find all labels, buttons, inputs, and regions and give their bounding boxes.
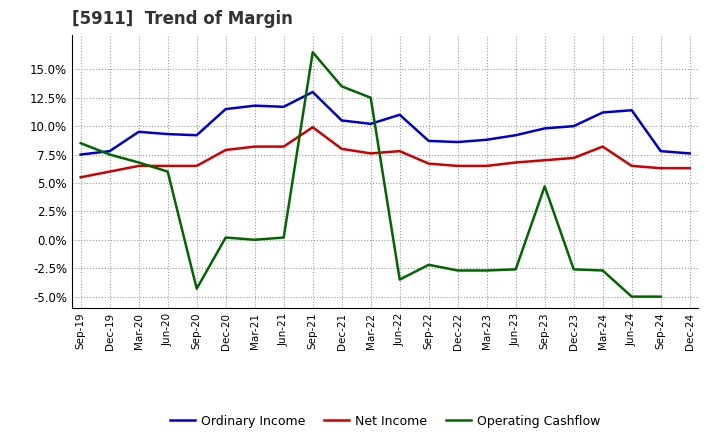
- Net Income: [598, 144, 607, 149]
- Ordinary Income: [135, 129, 143, 135]
- Ordinary Income: [454, 139, 462, 145]
- Operating Cashflow: [627, 294, 636, 299]
- Line: Ordinary Income: Ordinary Income: [81, 92, 690, 154]
- Operating Cashflow: [163, 169, 172, 174]
- Operating Cashflow: [511, 267, 520, 272]
- Operating Cashflow: [598, 268, 607, 273]
- Net Income: [685, 165, 694, 171]
- Net Income: [482, 163, 491, 169]
- Operating Cashflow: [482, 268, 491, 273]
- Ordinary Income: [511, 132, 520, 138]
- Ordinary Income: [251, 103, 259, 108]
- Operating Cashflow: [279, 235, 288, 240]
- Operating Cashflow: [308, 50, 317, 55]
- Operating Cashflow: [105, 152, 114, 157]
- Operating Cashflow: [454, 268, 462, 273]
- Net Income: [338, 146, 346, 151]
- Ordinary Income: [163, 132, 172, 137]
- Ordinary Income: [541, 126, 549, 131]
- Text: [5911]  Trend of Margin: [5911] Trend of Margin: [72, 10, 293, 28]
- Operating Cashflow: [251, 237, 259, 242]
- Net Income: [221, 147, 230, 153]
- Net Income: [366, 151, 375, 156]
- Operating Cashflow: [424, 262, 433, 268]
- Net Income: [395, 149, 404, 154]
- Operating Cashflow: [338, 84, 346, 89]
- Ordinary Income: [570, 124, 578, 129]
- Ordinary Income: [395, 112, 404, 117]
- Net Income: [192, 163, 201, 169]
- Net Income: [163, 163, 172, 169]
- Ordinary Income: [279, 104, 288, 110]
- Operating Cashflow: [76, 140, 85, 146]
- Operating Cashflow: [395, 277, 404, 282]
- Line: Net Income: Net Income: [81, 127, 690, 177]
- Operating Cashflow: [541, 184, 549, 189]
- Line: Operating Cashflow: Operating Cashflow: [81, 52, 661, 297]
- Ordinary Income: [76, 152, 85, 157]
- Operating Cashflow: [135, 160, 143, 165]
- Operating Cashflow: [657, 294, 665, 299]
- Ordinary Income: [192, 132, 201, 138]
- Operating Cashflow: [221, 235, 230, 240]
- Ordinary Income: [424, 138, 433, 143]
- Net Income: [308, 125, 317, 130]
- Net Income: [424, 161, 433, 166]
- Ordinary Income: [338, 118, 346, 123]
- Ordinary Income: [598, 110, 607, 115]
- Legend: Ordinary Income, Net Income, Operating Cashflow: Ordinary Income, Net Income, Operating C…: [165, 410, 606, 433]
- Net Income: [251, 144, 259, 149]
- Ordinary Income: [482, 137, 491, 143]
- Net Income: [570, 155, 578, 161]
- Ordinary Income: [221, 106, 230, 112]
- Net Income: [76, 175, 85, 180]
- Net Income: [105, 169, 114, 174]
- Net Income: [454, 163, 462, 169]
- Operating Cashflow: [570, 267, 578, 272]
- Ordinary Income: [105, 149, 114, 154]
- Ordinary Income: [366, 121, 375, 127]
- Net Income: [135, 163, 143, 169]
- Net Income: [541, 158, 549, 163]
- Net Income: [657, 165, 665, 171]
- Ordinary Income: [657, 149, 665, 154]
- Operating Cashflow: [366, 95, 375, 100]
- Net Income: [511, 160, 520, 165]
- Ordinary Income: [627, 107, 636, 113]
- Operating Cashflow: [192, 286, 201, 291]
- Ordinary Income: [308, 89, 317, 95]
- Ordinary Income: [685, 151, 694, 156]
- Net Income: [279, 144, 288, 149]
- Net Income: [627, 163, 636, 169]
